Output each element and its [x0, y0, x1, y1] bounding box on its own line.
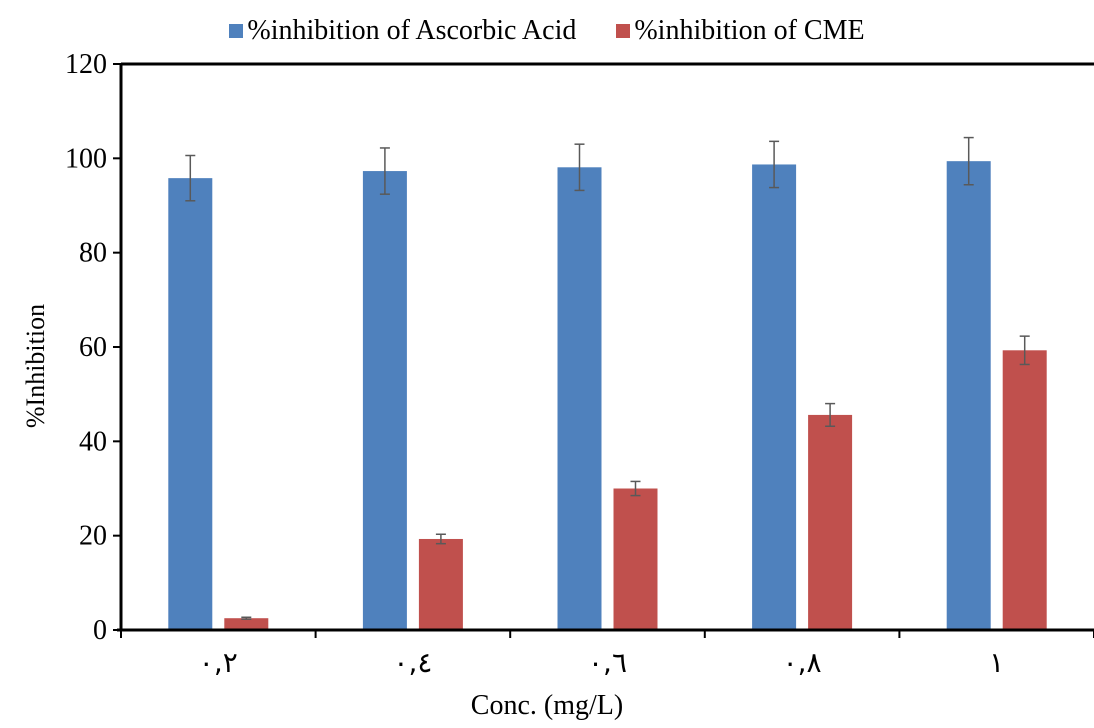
y-tick-label-3: 60 — [79, 332, 107, 363]
x-axis-label: Conc. (mg/L) — [470, 690, 624, 721]
chart-legend: %inhibition of Ascorbic Acid %inhibition… — [0, 14, 1094, 48]
x-tick-label-3: ٠,٨ — [783, 646, 822, 679]
y-tick-label-5: 100 — [65, 143, 107, 174]
bar-1-2 — [613, 488, 658, 630]
bar-0-2 — [557, 167, 602, 631]
bar-1-1 — [418, 538, 463, 630]
x-tick-label-1: ٠,٤ — [393, 646, 432, 679]
bar-0-0 — [168, 178, 213, 631]
x-tick-label-2: ٠,٦ — [588, 646, 627, 679]
y-tick-label-2: 40 — [79, 426, 107, 457]
legend-label-ascorbic: %inhibition of Ascorbic Acid — [247, 15, 577, 46]
legend-swatch-ascorbic — [229, 24, 244, 38]
y-axis-label: %Inhibition — [21, 303, 50, 429]
x-tick-label-4: ١ — [989, 646, 1004, 679]
bar-1-0 — [224, 618, 269, 630]
y-tick-label-4: 80 — [79, 238, 107, 269]
legend-label-cme: %inhibition of CME — [634, 15, 865, 46]
bar-0-4 — [946, 161, 991, 630]
y-tick-label-0: 0 — [93, 615, 107, 646]
bar-1-3 — [808, 414, 853, 630]
legend-item-ascorbic: %inhibition of Ascorbic Acid — [229, 15, 576, 47]
x-tick-label-0: ٠,٢ — [199, 646, 238, 679]
bar-0-3 — [752, 164, 797, 630]
bar-1-4 — [1002, 350, 1047, 630]
y-tick-label-1: 20 — [79, 521, 107, 552]
legend-swatch-cme — [616, 24, 631, 38]
legend-item-cme: %inhibition of CME — [616, 15, 865, 47]
bar-0-1 — [362, 171, 407, 630]
y-tick-label-6: 120 — [65, 49, 107, 80]
